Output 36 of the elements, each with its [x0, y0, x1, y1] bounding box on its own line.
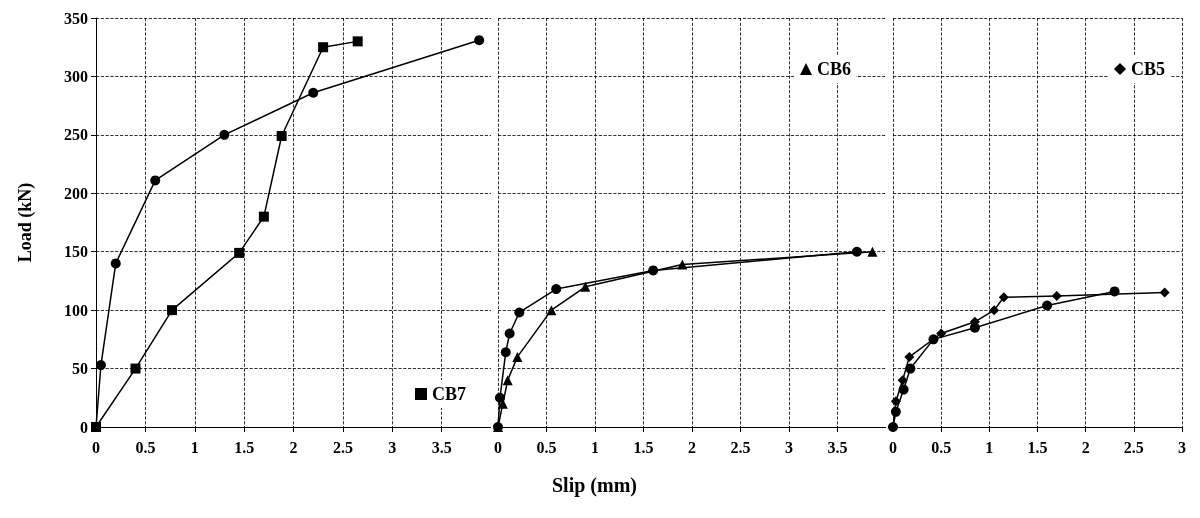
x-tick-label: 3.5 — [827, 438, 848, 456]
x-tick-label: 2 — [289, 438, 298, 456]
x-tick-label: 2.5 — [730, 438, 751, 456]
y-tick-label: 0 — [80, 418, 88, 436]
legend-label: CB7 — [432, 384, 467, 404]
y-tick-label: 200 — [64, 184, 88, 202]
x-tick-label: 1.5 — [633, 438, 654, 456]
y-tick-label: 250 — [64, 126, 88, 144]
y-axis-title: Load (kN) — [15, 182, 36, 263]
y-tick-label: 350 — [64, 9, 88, 27]
y-tick-label: 300 — [64, 67, 88, 85]
x-tick-label: 0.5 — [931, 438, 952, 456]
x-tick-label: 0.5 — [536, 438, 557, 456]
x-tick-label: 1.5 — [234, 438, 255, 456]
x-tick-label: 3 — [388, 438, 397, 456]
x-axis-title: Slip (mm) — [552, 474, 637, 497]
x-tick-label: 1 — [190, 438, 199, 456]
x-tick-label: 0 — [92, 438, 100, 456]
y-tick-label: 50 — [72, 360, 88, 378]
x-tick-label: 1 — [985, 438, 994, 456]
x-tick-label: 3 — [1178, 438, 1186, 456]
legend-label: CB6 — [817, 59, 852, 79]
x-tick-label: 3 — [785, 438, 793, 456]
x-tick-label: 2 — [688, 438, 696, 456]
x-tick-label: 0 — [889, 438, 897, 456]
x-tick-label: 2 — [1081, 438, 1090, 456]
y-tick-label: 100 — [64, 301, 88, 319]
x-tick-label: 3.5 — [431, 438, 452, 456]
x-tick-label: 2.5 — [332, 438, 353, 456]
x-tick-label: 0.5 — [135, 438, 156, 456]
x-tick-label: 0 — [494, 438, 502, 456]
x-tick-label: 2.5 — [1123, 438, 1144, 456]
y-tick-label: 150 — [64, 243, 88, 261]
x-tick-label: 1 — [591, 438, 599, 456]
legend-label: CB5 — [1131, 59, 1166, 79]
x-tick-label: 1.5 — [1027, 438, 1048, 456]
